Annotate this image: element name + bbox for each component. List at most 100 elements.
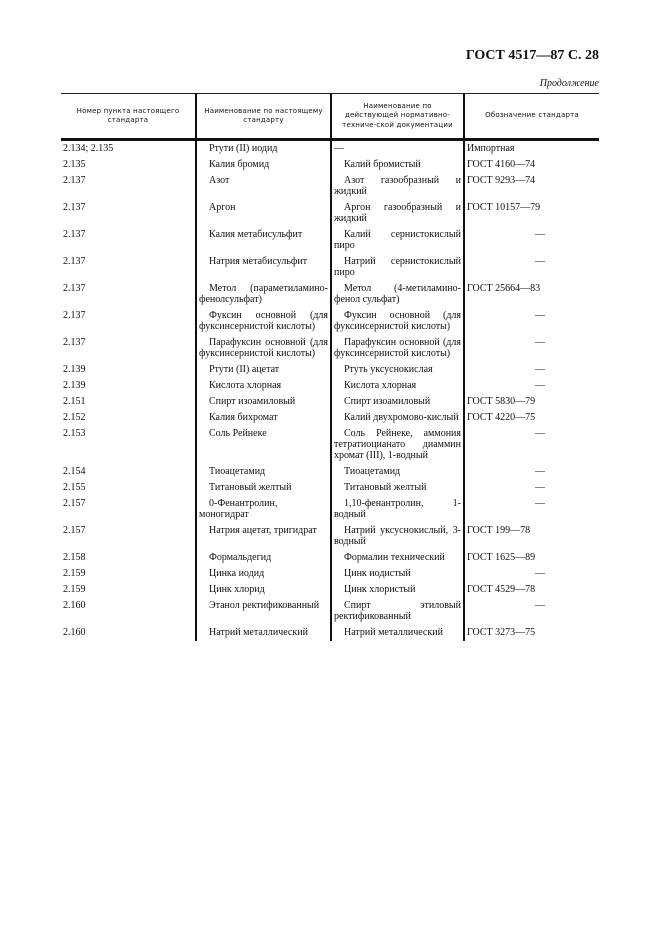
clause-number: 2.137 <box>63 283 86 294</box>
table-row: 2.157 0-Фенантролин, моногидрат 1,10-фенан… <box>61 496 599 523</box>
name-this-standard: Натрия метабисульфит <box>195 254 331 281</box>
name-normative-doc: Натрий металлический <box>330 625 464 641</box>
standard-designation: ГОСТ 10157—79 <box>463 200 599 227</box>
table-row: 2.151 Спирт изоамиловый Спирт изоамиловый Г… <box>61 394 599 410</box>
table-row: 2.153 Соль Рейнеке Соль Рейнеке, аммония т… <box>61 426 599 464</box>
name-normative-doc: Кислота хлорная <box>330 378 464 394</box>
table-row: 2.154 Тиоацетамид Тиоацетамид — <box>61 464 599 480</box>
standard-designation: — <box>463 464 599 480</box>
standard-designation: — <box>463 308 599 335</box>
table-row: 2.135 Калия бромид Калий бромистый ГОСТ 416… <box>61 157 599 173</box>
clause-number: 2.154 <box>63 466 86 477</box>
clause-number: 2.152 <box>63 412 86 423</box>
continuation-label: Продолжение <box>539 78 599 89</box>
name-this-standard: 0-Фенантролин, моногидрат <box>195 496 331 523</box>
table-row: 2.139 Кислота хлорная Кислота хлорная — <box>61 378 599 394</box>
table-row: 2.157 Натрия ацетат, тригидрат Натрий уксу… <box>61 523 599 550</box>
standard-designation: — <box>463 378 599 394</box>
name-this-standard: Этанол ректификованный <box>195 598 331 625</box>
name-normative-doc: Калий бромистый <box>330 157 464 173</box>
clause-number: 2.137 <box>63 202 86 213</box>
name-this-standard: Формальдегид <box>195 550 331 566</box>
table-row: 2.158 Формальдегид Формалин технический ГОС… <box>61 550 599 566</box>
name-this-standard: Соль Рейнеке <box>195 426 331 464</box>
name-this-standard: Метол (параметиламино-фенолсульфат) <box>195 281 331 308</box>
table-row: 2.137 Натрия метабисульфит Натрий сернисто… <box>61 254 599 281</box>
clause-number: 2.159 <box>63 584 86 595</box>
standard-designation: ГОСТ 4220—75 <box>463 410 599 426</box>
name-this-standard: Титановый желтый <box>195 480 331 496</box>
table-row: 2.137 Метол (параметиламино-фенолсульфат)… <box>61 281 599 308</box>
standard-designation: — <box>463 480 599 496</box>
name-this-standard: Калия бромид <box>195 157 331 173</box>
table-row: 2.137 Калия метабисульфит Калий сернистоки… <box>61 227 599 254</box>
name-this-standard: Кислота хлорная <box>195 378 331 394</box>
column-header: Номер пункта настоящего стандарта <box>61 93 196 141</box>
name-normative-doc: Натрий сернистокислый пиро <box>330 254 464 281</box>
column-header: Наименование по действующей нормативно-т… <box>330 93 464 141</box>
name-this-standard: Калия бихромат <box>195 410 331 426</box>
table-row: 2.137 Азот Азот газообразный и жидкий ГОСТ … <box>61 173 599 200</box>
name-normative-doc: Соль Рейнеке, аммония тетратиоцианато ди… <box>330 426 464 464</box>
table-body: 2.134; 2.135 Ртути (II) иодид — Импортная 2.… <box>61 139 599 641</box>
standard-designation: Импортная <box>463 139 599 157</box>
clause-number: 2.157 <box>63 525 86 536</box>
clause-number: 2.153 <box>63 428 86 439</box>
name-normative-doc: Титановый желтый <box>330 480 464 496</box>
name-normative-doc: Азот газообразный и жидкий <box>330 173 464 200</box>
name-normative-doc: Тиоацетамид <box>330 464 464 480</box>
standard-designation: — <box>463 335 599 362</box>
table-row: 2.137 Парафуксин основной (для фуксинсерн… <box>61 335 599 362</box>
name-this-standard: Натрия ацетат, тригидрат <box>195 523 331 550</box>
table-row: 2.159 Цинка иодид Цинк иодистый — <box>61 566 599 582</box>
table-row: 2.134; 2.135 Ртути (II) иодид — Импортная <box>61 139 599 157</box>
name-this-standard: Натрий металлический <box>195 625 331 641</box>
table-row: 2.160 Натрий металлический Натрий металлич… <box>61 625 599 641</box>
table-row: 2.137 Фуксин основной (для фуксинсернисто… <box>61 308 599 335</box>
table-row: 2.159 Цинк хлорид Цинк хлористый ГОСТ 4529—… <box>61 582 599 598</box>
clause-number: 2.137 <box>63 256 86 267</box>
standard-designation: ГОСТ 5830—79 <box>463 394 599 410</box>
name-this-standard: Фуксин основной (для фуксинсернистой кис… <box>195 308 331 335</box>
table-row: 2.160 Этанол ректификованный Спирт этиловы… <box>61 598 599 625</box>
name-normative-doc: Калий двухромово-кислый <box>330 410 464 426</box>
standard-designation: ГОСТ 1625—89 <box>463 550 599 566</box>
clause-number: 2.137 <box>63 229 86 240</box>
table-row: 2.155 Титановый желтый Титановый желтый — <box>61 480 599 496</box>
name-this-standard: Цинка иодид <box>195 566 331 582</box>
standard-designation: — <box>463 362 599 378</box>
name-this-standard: Азот <box>195 173 331 200</box>
name-normative-doc: Метол (4-метиламино-фенол сульфат) <box>330 281 464 308</box>
name-this-standard: Спирт изоамиловый <box>195 394 331 410</box>
name-normative-doc: Формалин технический <box>330 550 464 566</box>
clause-number: 2.155 <box>63 482 86 493</box>
name-this-standard: Ртути (II) ацетат <box>195 362 331 378</box>
clause-number: 2.160 <box>63 627 86 638</box>
table-row: 2.139 Ртути (II) ацетат Ртуть уксуснокисла… <box>61 362 599 378</box>
table-row: 2.137 Аргон Аргон газообразный и жидкий ГОС… <box>61 200 599 227</box>
standard-designation: — <box>463 254 599 281</box>
standard-designation: — <box>463 566 599 582</box>
clause-number: 2.137 <box>63 175 86 186</box>
standard-designation: ГОСТ 3273—75 <box>463 625 599 641</box>
name-normative-doc: Цинк хлористый <box>330 582 464 598</box>
column-header: Обозначение стандарта <box>463 93 599 141</box>
standard-designation: ГОСТ 4160—74 <box>463 157 599 173</box>
name-this-standard: Парафуксин основной (для фуксинсернистой… <box>195 335 331 362</box>
name-normative-doc: Ртуть уксуснокислая <box>330 362 464 378</box>
name-normative-doc: Натрий уксуснокислый, 3-водный <box>330 523 464 550</box>
clause-number: 2.151 <box>63 396 86 407</box>
name-normative-doc: Спирт этиловый ректификованный <box>330 598 464 625</box>
standard-designation: ГОСТ 9293—74 <box>463 173 599 200</box>
standard-designation: ГОСТ 4529—78 <box>463 582 599 598</box>
name-this-standard: Калия метабисульфит <box>195 227 331 254</box>
name-this-standard: Аргон <box>195 200 331 227</box>
standard-designation: — <box>463 227 599 254</box>
name-normative-doc: Фуксин основной (для фуксинсернистой кис… <box>330 308 464 335</box>
name-this-standard: Тиоацетамид <box>195 464 331 480</box>
clause-number: 2.157 <box>63 498 86 509</box>
name-normative-doc: 1,10-фенантролин, 1-водный <box>330 496 464 523</box>
name-normative-doc: Аргон газообразный и жидкий <box>330 200 464 227</box>
name-normative-doc: Цинк иодистый <box>330 566 464 582</box>
